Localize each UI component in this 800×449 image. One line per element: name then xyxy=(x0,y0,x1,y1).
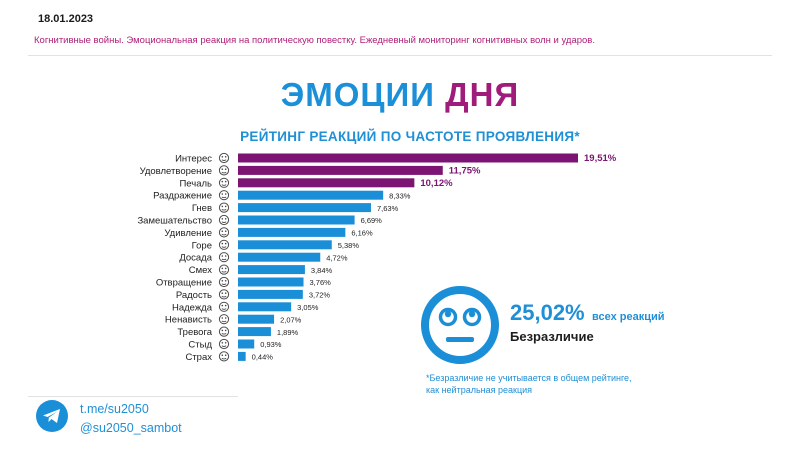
bar xyxy=(238,240,332,250)
footnote-line-1: *Безразличие не учитывается в общем рейт… xyxy=(426,373,632,383)
bar xyxy=(238,327,271,337)
bar xyxy=(238,252,321,262)
emotion-face-icon xyxy=(218,264,230,275)
telegram-channel-link[interactable]: t.me/su2050 xyxy=(80,402,149,416)
bar xyxy=(238,153,578,163)
value-label: 3,72% xyxy=(309,291,331,300)
date: 18.01.2023 xyxy=(38,13,94,25)
bar xyxy=(238,178,415,188)
value-label: 3,76% xyxy=(310,278,332,287)
category-label: Замешательство xyxy=(137,216,212,227)
category-label: Раздражение xyxy=(153,191,212,202)
emotion-face-icon xyxy=(218,314,230,325)
value-label: 8,33% xyxy=(389,191,411,200)
emotion-face-icon xyxy=(218,190,230,201)
neutral-face-icon xyxy=(421,286,499,364)
value-label: 11,75% xyxy=(449,166,481,177)
value-label: 3,05% xyxy=(297,303,319,312)
value-label: 6,69% xyxy=(361,216,383,225)
header-subtitle: Когнитивные войны. Эмоциональная реакция… xyxy=(34,35,595,46)
category-label: Печаль xyxy=(179,178,212,189)
emotion-face-icon xyxy=(218,252,230,263)
footer-divider xyxy=(28,396,238,397)
bar xyxy=(238,302,292,312)
footnote-line-2: как нейтральная реакция xyxy=(426,385,533,395)
header-divider xyxy=(28,55,772,56)
emotion-face-icon xyxy=(218,338,230,350)
emotion-face-icon xyxy=(218,177,230,188)
value-label: 5,38% xyxy=(338,241,360,250)
emotion-face-icon xyxy=(218,351,230,362)
value-label: 0,44% xyxy=(252,353,274,362)
category-label: Досада xyxy=(179,253,212,264)
emotion-face-icon xyxy=(218,152,230,164)
indifference-percent: 25,02% xyxy=(510,300,585,325)
page-title: ЭМОЦИИ ДНЯ xyxy=(0,76,800,114)
emotion-face-icon xyxy=(218,239,230,250)
emotion-face-icon xyxy=(218,165,230,176)
bar xyxy=(238,314,275,324)
category-label: Горе xyxy=(192,240,212,251)
category-label: Надежда xyxy=(172,302,213,313)
category-label: Гнев xyxy=(192,203,212,214)
title-word-2: ДНЯ xyxy=(445,76,520,113)
bar xyxy=(238,227,346,237)
value-label: 3,84% xyxy=(311,266,333,275)
emotion-face-icon xyxy=(218,227,230,238)
bar xyxy=(238,277,304,287)
value-label: 6,16% xyxy=(351,229,373,238)
telegram-icon[interactable] xyxy=(36,400,68,432)
bar-chart: Интерес 19,51% Удовлетворение 11,75% Печаль 1… xyxy=(137,152,617,363)
value-label: 2,07% xyxy=(280,315,302,324)
title-word-1: ЭМОЦИИ xyxy=(280,76,435,113)
emotion-face-icon xyxy=(218,301,230,312)
emotion-face-icon xyxy=(218,289,230,300)
value-label: 4,72% xyxy=(326,253,348,262)
value-label: 1,89% xyxy=(277,328,299,337)
footnote: *Безразличие не учитывается в общем рейт… xyxy=(426,372,696,396)
category-label: Стыд xyxy=(188,340,212,351)
category-label: Смех xyxy=(189,265,212,276)
bar xyxy=(238,289,303,299)
bar xyxy=(238,165,443,175)
bar xyxy=(238,215,355,225)
category-label: Отвращение xyxy=(156,278,212,289)
bar xyxy=(238,351,246,361)
value-label: 7,63% xyxy=(377,204,399,213)
bar xyxy=(238,203,371,213)
bar xyxy=(238,265,305,275)
category-label: Ненависть xyxy=(165,315,212,326)
emotion-face-icon xyxy=(218,202,230,213)
emotion-face-icon xyxy=(218,214,230,226)
emotion-face-icon xyxy=(218,326,230,337)
chart-title: РЕЙТИНГ РЕАКЦИЙ ПО ЧАСТОТЕ ПРОЯВЛЕНИЯ* xyxy=(240,129,580,144)
indifference-label: Безразличие xyxy=(510,329,594,344)
value-label: 10,12% xyxy=(420,178,453,189)
category-label: Удовлетворение xyxy=(140,166,212,177)
value-label: 19,51% xyxy=(584,153,617,164)
value-label: 0,93% xyxy=(260,340,282,349)
bar xyxy=(238,190,384,200)
emotion-face-icon xyxy=(218,276,230,288)
category-label: Радость xyxy=(176,290,212,301)
bar xyxy=(238,339,255,349)
category-label: Удивление xyxy=(164,228,212,239)
category-label: Интерес xyxy=(175,154,212,165)
category-label: Страх xyxy=(185,352,212,363)
indifference-suffix: всех реакций xyxy=(592,311,665,323)
telegram-bot-link[interactable]: @su2050_sambot xyxy=(80,421,182,435)
category-label: Тревога xyxy=(177,327,212,338)
